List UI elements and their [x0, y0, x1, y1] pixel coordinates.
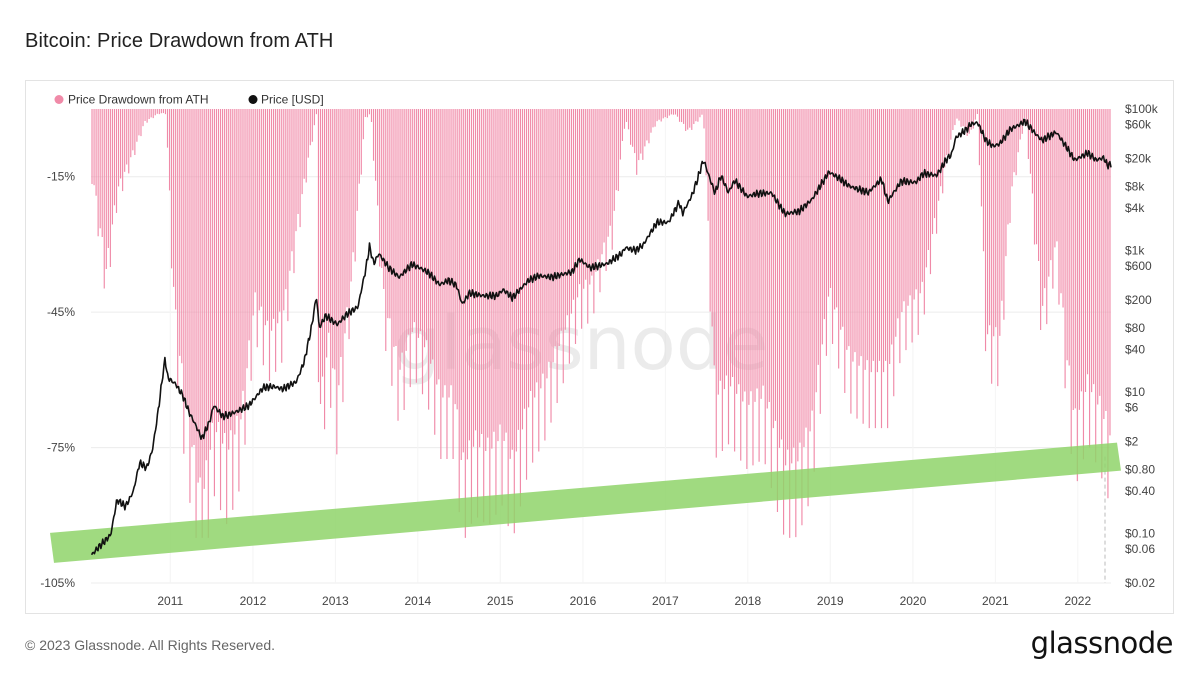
x-tick-label: 2017	[652, 594, 679, 608]
legend-price-label: Price [USD]	[261, 93, 324, 107]
x-tick-label: 2011	[157, 594, 183, 608]
x-tick-label: 2021	[982, 594, 1009, 608]
legend: Price Drawdown from ATH Price [USD]	[54, 93, 324, 107]
y-left-tick-label: -75%	[47, 441, 75, 455]
x-tick-label: 2012	[240, 594, 267, 608]
legend-drawdown-dot	[54, 95, 64, 104]
y-right-tick-label: $80	[1125, 321, 1145, 335]
y-right-tick-label: $200	[1125, 293, 1152, 307]
legend-drawdown-label: Price Drawdown from ATH	[68, 93, 208, 107]
y-right-tick-label: $100k	[1125, 102, 1159, 116]
brand-logo: glassnode	[1030, 626, 1174, 660]
support-band	[50, 442, 1121, 563]
y-left-tick-label: -105%	[40, 576, 75, 590]
y-right-tick-label: $0.10	[1125, 527, 1155, 541]
y-right-axis: $100k $60k $20k $8k $4k $1k$600 $200 $80 $40 $10 $…	[1125, 102, 1159, 590]
legend-price-dot	[248, 95, 258, 104]
y-right-tick-label: $40	[1125, 342, 1145, 356]
price-line-path	[90, 118, 1112, 556]
x-tick-label: 2022	[1064, 594, 1091, 608]
x-axis: 2011 2012 2013 2014 2015 2016 2017 2018 2019 2020…	[157, 594, 1091, 608]
copyright: © 2023 Glassnode. All Rights Reserved.	[25, 637, 276, 653]
x-tick-label: 2016	[570, 594, 597, 608]
x-tick-label: 2015	[487, 594, 514, 608]
x-tick-label: 2018	[734, 594, 761, 608]
y-right-tick-label: $2	[1125, 434, 1139, 448]
x-tick-label: 2013	[322, 594, 349, 608]
y-right-tick-label: $10	[1125, 385, 1145, 399]
y-left-tick-label: -45%	[47, 305, 75, 319]
y-left-tick-label: -15%	[47, 170, 75, 184]
y-right-tick-label: $600	[1125, 259, 1152, 273]
y-right-tick-label: $60k	[1125, 118, 1152, 132]
y-right-tick-label: $0.80	[1125, 463, 1155, 477]
x-tick-label: 2019	[817, 594, 844, 608]
price-line	[90, 118, 1112, 556]
chart: glassnode -15% -45% -75% -105% $100k $60k $20…	[40, 93, 1159, 609]
y-right-tick-label: $20k	[1125, 151, 1152, 165]
y-left-axis: -15% -45% -75% -105%	[40, 170, 75, 590]
chart-panel: glassnode -15% -45% -75% -105% $100k $60k $20…	[25, 80, 1174, 614]
watermark: glassnode	[394, 301, 769, 387]
y-right-tick-label: $6	[1125, 401, 1139, 415]
y-right-tick-label: $0.06	[1125, 542, 1155, 556]
y-right-tick-label: $1k	[1125, 244, 1145, 258]
y-right-tick-label: $4k	[1125, 201, 1145, 215]
y-right-tick-label: $0.02	[1125, 576, 1155, 590]
page-title: Bitcoin: Price Drawdown from ATH	[25, 30, 334, 52]
x-tick-label: 2014	[404, 594, 431, 608]
y-right-tick-label: $0.40	[1125, 484, 1155, 498]
x-tick-label: 2020	[900, 594, 927, 608]
support-band-shape	[50, 442, 1121, 563]
y-right-tick-label: $8k	[1125, 180, 1145, 194]
